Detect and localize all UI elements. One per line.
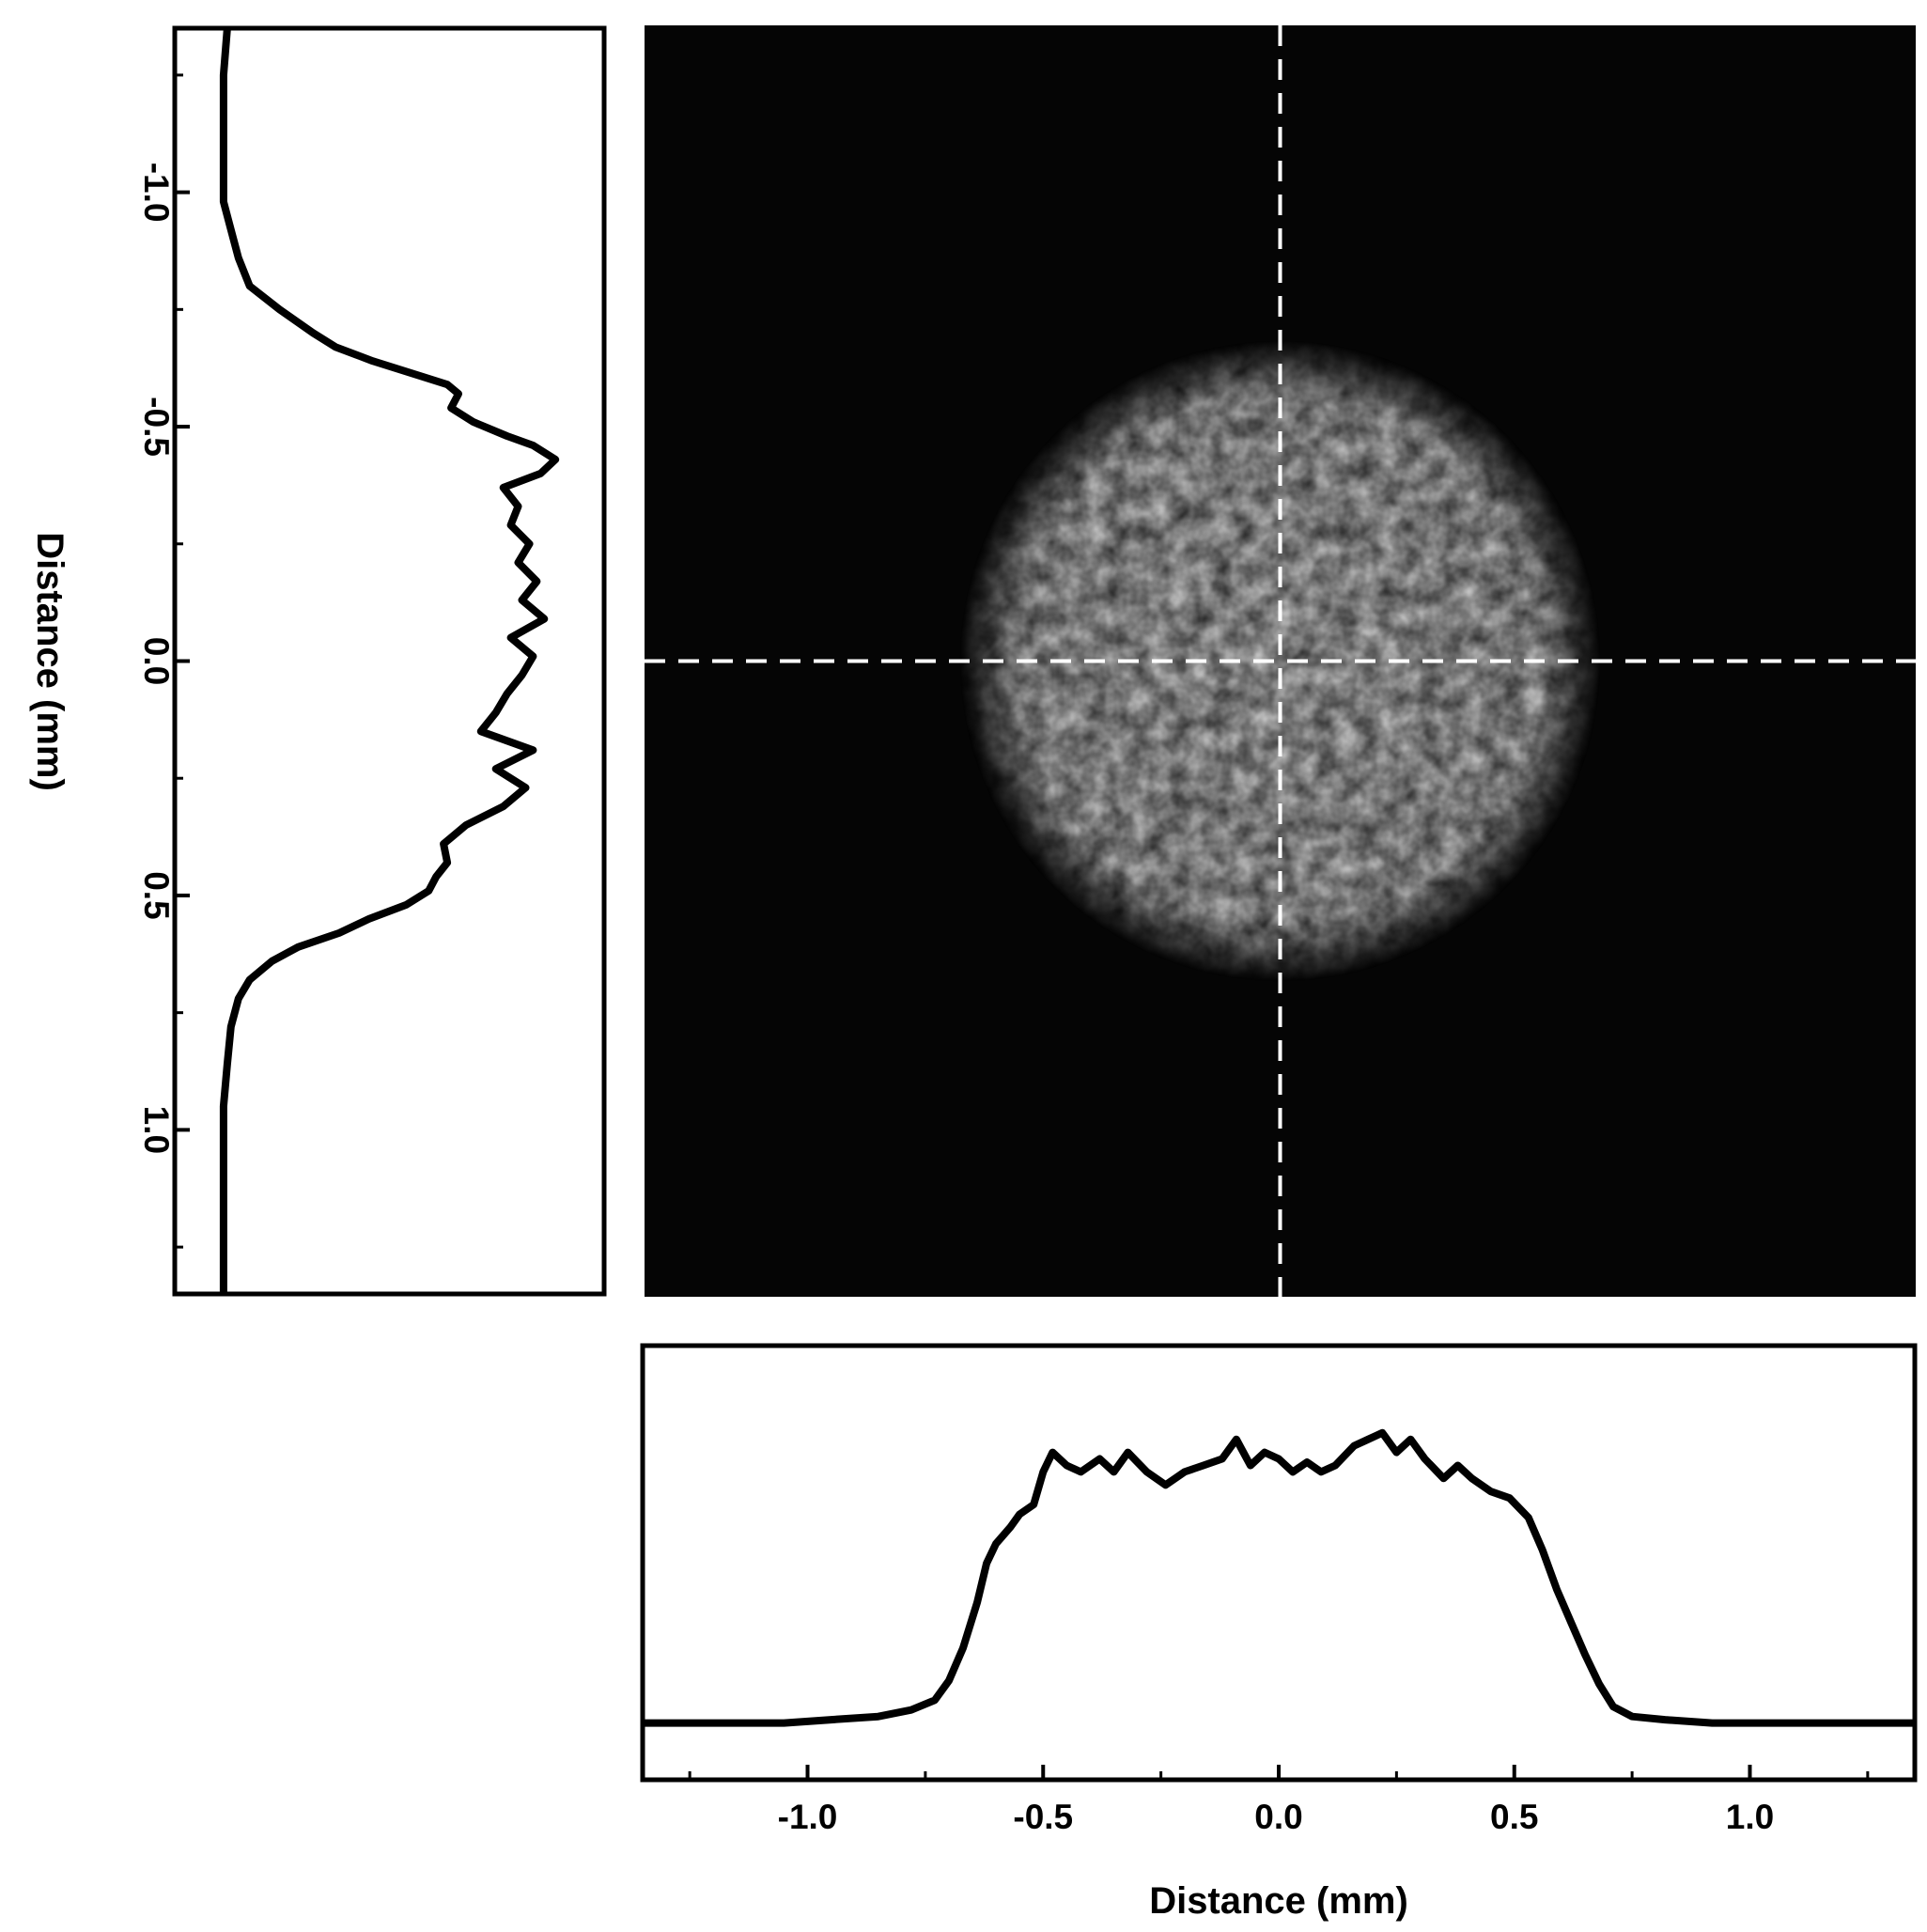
horizontal-profile-line <box>643 1428 1915 1727</box>
horizontal-profile-panel: -1.0 -0.5 0.0 0.5 1.0 Distance (mm) <box>640 1343 1918 1922</box>
vertical-profile-panel: -1.0 -0.5 0.0 0.5 1.0 Distance (mm) <box>29 25 607 1297</box>
horizontal-profile-tick-label: 0.5 <box>1490 1798 1538 1836</box>
horizontal-profile-tick-label: -0.5 <box>1013 1798 1073 1836</box>
vertical-profile-tick-label: -1.0 <box>137 163 176 223</box>
horizontal-profile-tick-label: 0.0 <box>1254 1798 1302 1836</box>
horizontal-profile-tick-label: 1.0 <box>1726 1798 1774 1836</box>
vertical-profile-tick-label: 0.5 <box>137 871 176 919</box>
horizontal-profile-axis-title: Distance (mm) <box>1149 1880 1408 1922</box>
vertical-profile-axis-title: Distance (mm) <box>29 532 70 791</box>
horizontal-profile-ticks: -1.0 -0.5 0.0 0.5 1.0 <box>688 1765 1870 1836</box>
beam-speckle-texture <box>959 340 1601 982</box>
horizontal-profile-frame <box>640 1343 1918 1783</box>
beam-image-panel <box>645 25 1916 1297</box>
vertical-profile-frame <box>172 25 607 1297</box>
vertical-profile-tick-label: 1.0 <box>137 1106 176 1154</box>
vertical-profile-tick-label: -0.5 <box>137 397 176 457</box>
vertical-profile-tick-label: 0.0 <box>137 637 176 685</box>
vertical-profile-line <box>219 27 560 1294</box>
vertical-profile-ticks: -1.0 -0.5 0.0 0.5 1.0 <box>137 73 190 1249</box>
horizontal-profile-tick-label: -1.0 <box>778 1798 838 1836</box>
